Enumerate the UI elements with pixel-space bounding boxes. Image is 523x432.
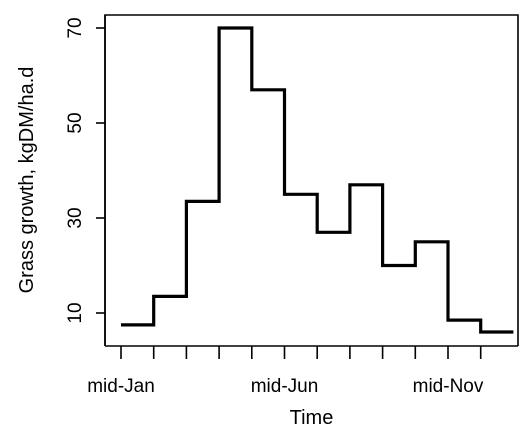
y-tick-label-30: 30 [65, 207, 86, 228]
x-tick-label-1: mid-Jan [87, 376, 155, 397]
x-axis-title: Time [290, 407, 334, 429]
x-tick-label-11: mid-Nov [413, 376, 484, 397]
y-tick-label-70: 70 [65, 17, 86, 38]
y-axis-ticks: 10 30 50 70 [65, 17, 105, 324]
x-axis-ticks: mid-Jan mid-Jun mid-Nov [87, 346, 484, 397]
series-layer [121, 26, 514, 334]
y-tick-label-50: 50 [65, 112, 86, 133]
y-axis-title: Grass growth, kgDM/ha.d [16, 67, 38, 294]
y-tick-label-10: 10 [65, 302, 86, 323]
x-tick-label-6: mid-Jun [251, 376, 319, 397]
series-step-line-1 [121, 26, 514, 334]
